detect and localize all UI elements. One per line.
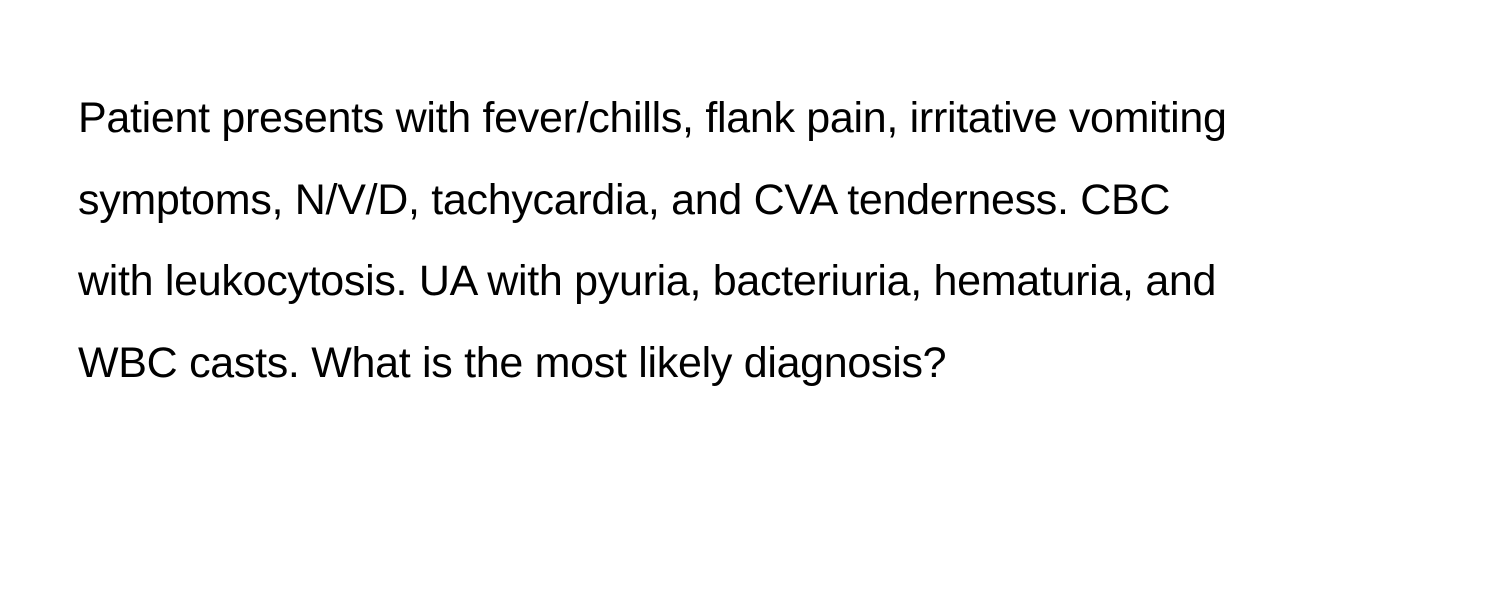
document-container: Patient presents with fever/chills, flan… (0, 0, 1500, 600)
question-text: Patient presents with fever/chills, flan… (78, 78, 1248, 405)
